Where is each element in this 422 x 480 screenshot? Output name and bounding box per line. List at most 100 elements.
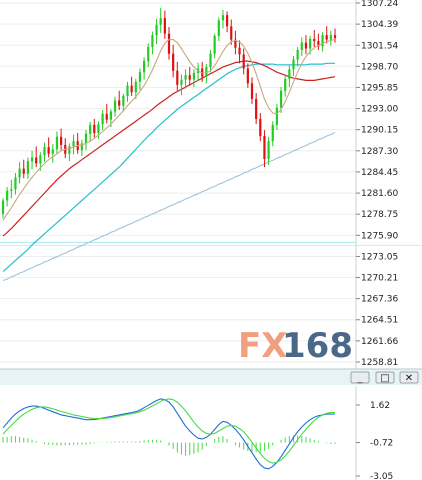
candle [271,121,274,147]
candle-body [255,98,258,119]
candle [118,90,121,111]
close-icon: ✕ [405,373,413,384]
candle-body [292,59,295,70]
candle [22,159,25,179]
candle-body [84,133,88,144]
candle [51,144,54,163]
candle [72,134,75,155]
candle [47,137,50,158]
candle [329,30,332,46]
candle-body [155,24,158,36]
macd-tick-label: -0.72 [370,439,393,449]
candle-body [159,18,162,25]
candle [84,130,88,151]
candle [26,157,29,179]
price-axis: 1307.24 1304.39 1301.54 1298.70 1295.85 1293.… [355,0,398,369]
candle [267,136,270,165]
candle-body [238,47,241,55]
candle [192,69,195,88]
minimize-button-frame [350,371,370,384]
candle [238,40,241,64]
candle [300,37,303,56]
close-button[interactable]: ✕ [399,371,419,384]
candle [205,64,208,84]
candle-body [80,143,83,151]
candle-body [263,135,266,159]
candle [126,81,129,102]
minimize-button[interactable]: _ [350,371,370,384]
candle [14,173,17,195]
candle [284,74,287,97]
candle [80,139,83,156]
candle [159,7,162,33]
candle-body [89,124,92,134]
minimize-icon: _ [357,373,364,384]
candle-body [234,39,237,48]
candle-body [18,168,21,178]
candle [221,9,225,29]
candle-body [275,107,278,125]
candle-body [68,146,71,154]
candle-body [163,18,166,34]
candle [259,113,262,142]
candle-body [184,75,187,80]
candle-body [230,26,233,40]
candle-body [321,35,324,47]
candle [30,150,34,170]
candle-body [259,118,262,136]
candle [18,161,21,184]
price-tick-label: 1281.60 [361,189,398,199]
candle [242,48,245,75]
ma-short-path [2,39,336,221]
price-tick-label: 1307.24 [361,0,398,9]
candle [313,29,316,48]
candle [304,35,308,55]
candle-body [101,113,104,125]
price-tick-label: 1298.70 [361,62,398,72]
candle-body [279,90,283,108]
candle-body [47,147,50,154]
candle-body [167,33,171,54]
candle-body [105,113,108,120]
window-controls: _ □ ✕ [350,371,419,384]
candle-body [6,190,9,201]
candle [246,63,249,88]
restore-button[interactable]: □ [375,371,395,384]
price-tick-label: 1273.05 [361,252,398,262]
price-tick-label: 1278.75 [361,210,398,220]
candle-body [226,15,229,27]
candle [60,128,63,151]
candle [288,65,291,88]
candle-body [176,70,179,85]
macd-axis: 1.62 -0.72 -3.05 [355,386,393,480]
candle [317,33,320,50]
macd-tick-label: 1.62 [370,401,390,411]
candle-body [205,67,208,77]
candle [35,146,38,168]
candle [101,110,104,131]
candle-body [151,35,154,48]
candle [188,67,191,86]
restore-button-frame [375,371,395,384]
candle-body [329,35,332,40]
macd-tick-label: -3.05 [370,472,393,480]
close-button-frame [399,371,419,384]
candle [93,118,96,138]
candle [43,142,46,162]
candle-body [271,124,274,142]
candle-body [309,38,312,49]
candle [263,130,266,168]
candle [130,76,133,96]
candle [147,43,150,68]
ma-short-line [2,39,336,221]
candle-body [246,68,249,84]
candle-body [221,15,225,21]
price-tick-label: 1258.81 [361,358,398,368]
price-tick-label: 1293.00 [361,105,398,115]
price-grid [0,2,422,363]
candle-body [51,149,54,154]
restore-icon: □ [380,373,389,384]
candle [172,44,175,78]
candle-body [10,189,13,191]
